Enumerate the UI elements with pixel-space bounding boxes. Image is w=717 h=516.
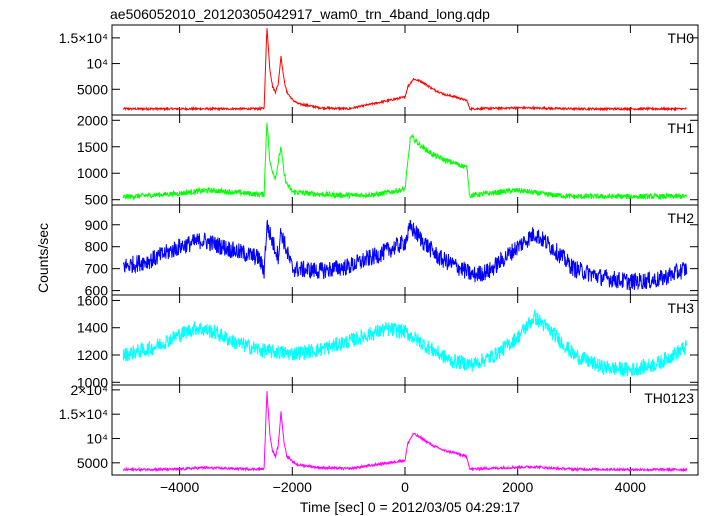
panel-th0: 5000 10⁴ 1.5×10⁴ TH0 — [59, 24, 699, 116]
x-tick-label: 2000 — [502, 479, 533, 495]
series-label: TH0 — [668, 30, 695, 46]
y-tick-label: 2×10⁴ — [70, 382, 108, 398]
series-line-th2 — [122, 219, 688, 291]
y-tick-label: 10⁴ — [86, 431, 108, 447]
series-line-th3 — [122, 308, 688, 377]
panel-frame — [111, 24, 699, 116]
y-tick-label: 700 — [85, 261, 109, 277]
panels: 5000 10⁴ 1.5×10⁴ TH0 500 1000 1500 2000 TH1 600 70… — [59, 24, 699, 476]
panel-th0123: 5000 10⁴ 1.5×10⁴ 2×10⁴ TH0123 — [59, 382, 699, 476]
y-tick-label: 2000 — [77, 112, 108, 128]
series-line-th0 — [122, 28, 687, 112]
y-tick-label: 600 — [85, 283, 109, 299]
y-axis-label: Counts/sec — [35, 223, 51, 293]
y-tick-label: 10⁴ — [86, 56, 108, 72]
y-tick-label: 1600 — [77, 292, 108, 308]
y-tick-label: 1.5×10⁴ — [59, 406, 108, 422]
x-tick-label: −4000 — [160, 479, 200, 495]
panel-th2: 600 700 800 900 TH2 — [85, 204, 699, 299]
y-tick-label: 1200 — [77, 347, 108, 363]
panel-th3: 1000 1200 1400 1600 TH3 — [77, 292, 699, 390]
series-line-th1 — [122, 122, 688, 201]
x-tick-label: 4000 — [615, 479, 646, 495]
series-label: TH2 — [668, 210, 695, 226]
y-tick-label: 800 — [85, 239, 109, 255]
series-label: TH0123 — [644, 390, 694, 406]
chart-title: ae506052010_20120305042917_wam0_trn_4ban… — [110, 6, 490, 22]
y-tick-label: 900 — [85, 217, 109, 233]
panel-th1: 500 1000 1500 2000 TH1 — [77, 112, 699, 208]
y-tick-label: 500 — [85, 192, 109, 208]
x-tick-label: 0 — [401, 479, 409, 495]
y-tick-label: 1000 — [77, 374, 108, 390]
x-tick-label: −2000 — [273, 479, 313, 495]
x-axis-label: Time [sec] 0 = 2012/03/05 04:29:17 — [300, 499, 520, 515]
y-tick-label: 1000 — [77, 165, 108, 181]
y-tick-label: 1500 — [77, 139, 108, 155]
series-line-th0123 — [122, 391, 688, 473]
y-tick-label: 1.5×10⁴ — [59, 30, 108, 46]
x-axis: −4000 −2000 0 2000 4000 — [160, 479, 646, 495]
series-label: TH3 — [668, 300, 695, 316]
y-tick-label: 5000 — [77, 455, 108, 471]
y-tick-label: 5000 — [77, 81, 108, 97]
y-tick-label: 1400 — [77, 320, 108, 336]
series-label: TH1 — [668, 120, 695, 136]
